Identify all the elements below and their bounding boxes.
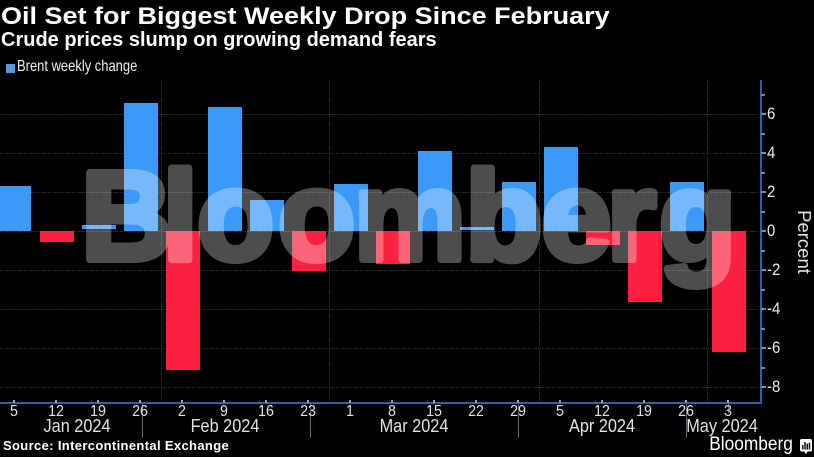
svg-text:Bloomberg: Bloomberg bbox=[81, 146, 736, 287]
